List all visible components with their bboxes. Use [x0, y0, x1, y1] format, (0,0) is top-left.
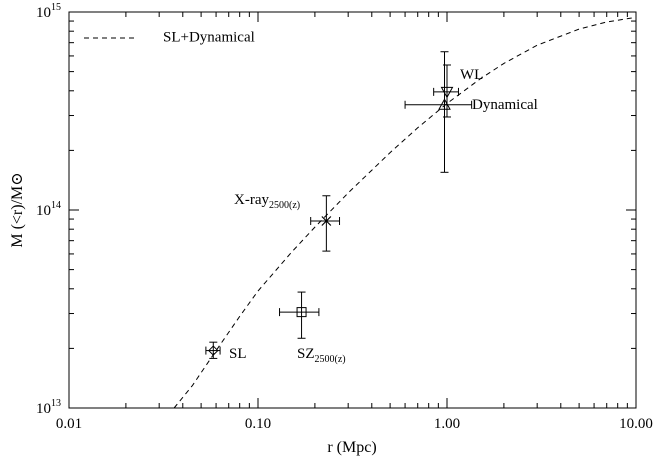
data-point-sz — [279, 291, 320, 339]
axis-tick-labels: 0.01 0.10 1.00 10.00 1013 1014 1015 — [36, 2, 653, 432]
axis-ticks — [68, 11, 637, 409]
data-points-layer — [205, 51, 473, 359]
x-tick-label: 10.00 — [619, 416, 653, 432]
diamond-marker — [208, 345, 219, 356]
model-curve-sl-dynamical — [173, 16, 637, 409]
point-label-dynamical: Dynamical — [472, 97, 538, 113]
legend: SL+Dynamical — [84, 29, 255, 45]
y-tick-label: 1015 — [36, 2, 61, 21]
y-tick-label: 1013 — [36, 398, 61, 417]
x-marker — [321, 216, 332, 226]
data-point-xray — [310, 195, 341, 252]
triangle-marker — [438, 98, 451, 110]
model-curve-layer — [173, 16, 637, 409]
point-label-xray: X-ray2500(z) — [234, 192, 300, 211]
point-label-sl: SL — [229, 346, 247, 362]
y-tick-label: 1014 — [36, 200, 61, 219]
y-axis-label: M (<r)/M⊙ — [9, 172, 26, 247]
point-label-wl: WL — [460, 67, 483, 83]
x-tick-label: 0.10 — [245, 416, 271, 432]
plot-frame — [68, 11, 637, 409]
data-point-dynamical — [404, 51, 473, 173]
x-tick-label: 1.00 — [434, 416, 460, 432]
data-point-sl — [205, 341, 221, 359]
square-marker — [296, 307, 307, 318]
point-label-sz: SZ2500(z) — [297, 346, 346, 365]
x-tick-label: 0.01 — [56, 416, 82, 432]
point-labels: SL SZ2500(z) X-ray2500(z) WL Dynamical — [229, 67, 538, 365]
x-axis-label: r (Mpc) — [327, 439, 376, 456]
legend-label: SL+Dynamical — [163, 29, 255, 45]
